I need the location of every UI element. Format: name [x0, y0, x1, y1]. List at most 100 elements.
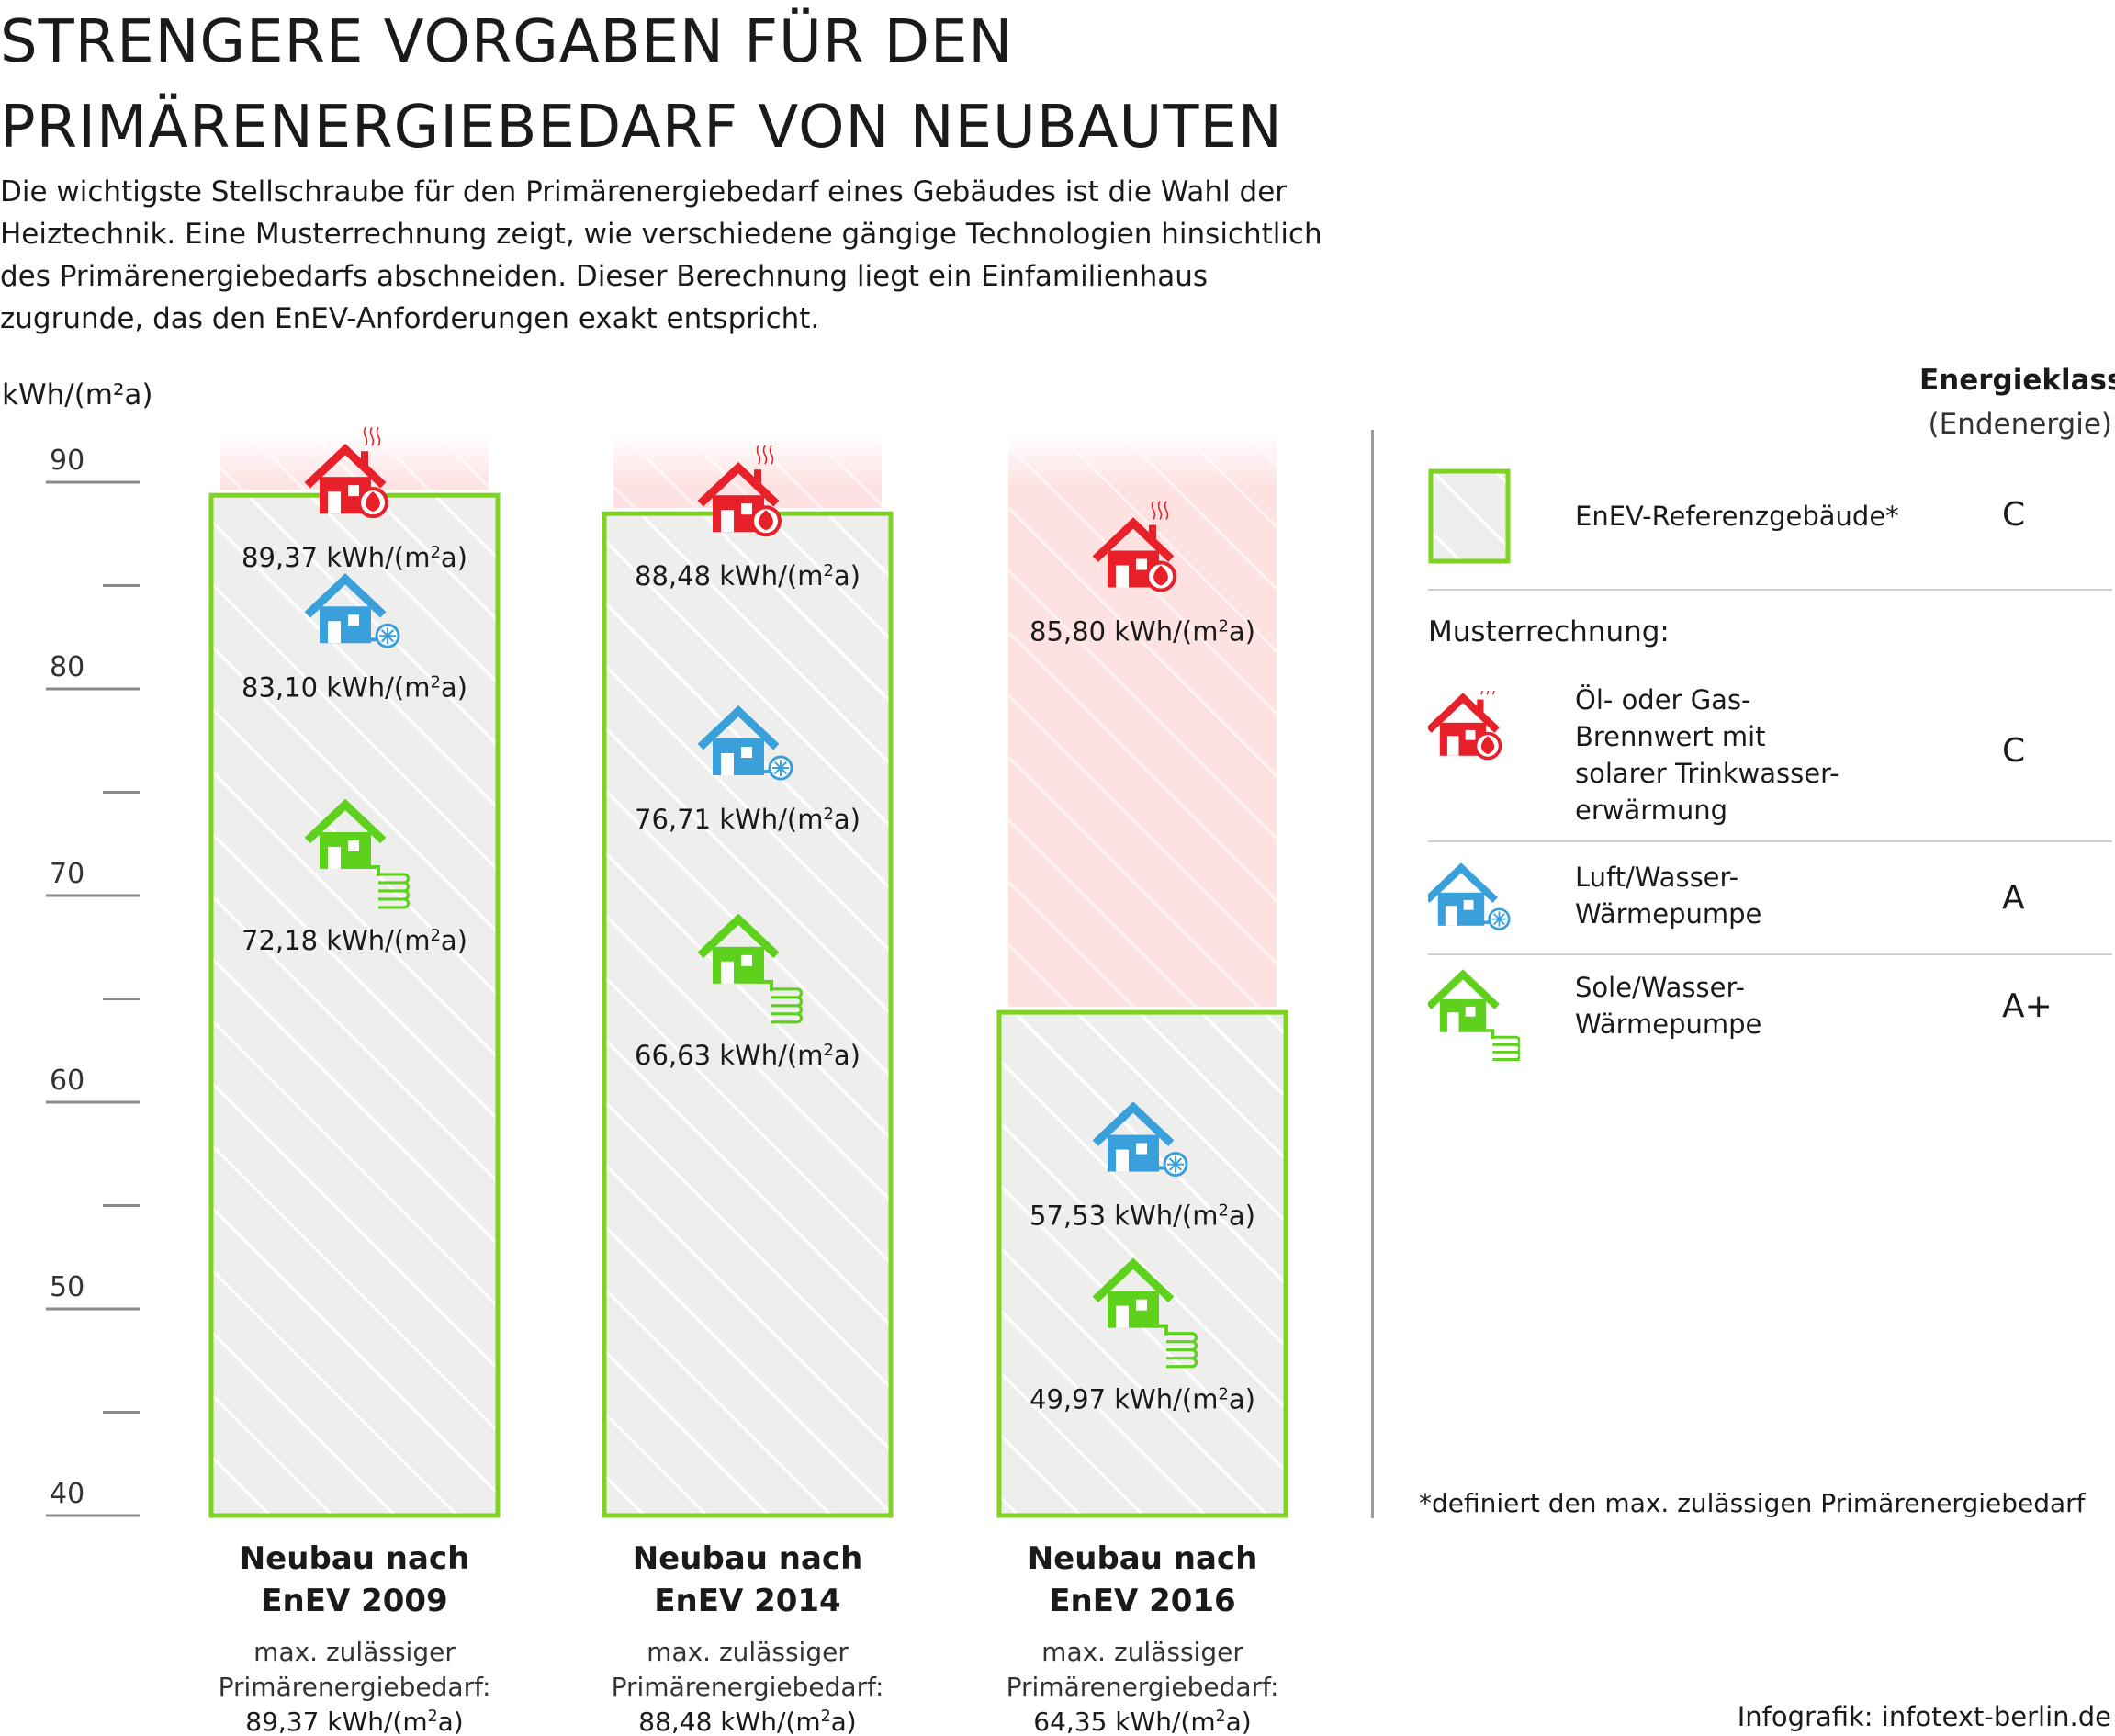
chimney — [1149, 524, 1156, 544]
smoke-line — [376, 426, 381, 446]
max-label: Primärenergiebedarf: — [612, 1672, 884, 1702]
house-fan-icon — [1092, 1101, 1188, 1178]
smoke-line — [1151, 501, 1156, 520]
max-label: Primärenergiebedarf: — [1007, 1672, 1279, 1702]
window — [741, 747, 752, 759]
legend-label-brine-water: Sole/Wasser- Wärmepumpe — [1575, 972, 1762, 1040]
house-coil-icon — [1428, 969, 1520, 1061]
ground-coil — [771, 987, 804, 1024]
value-label: 88,48 kWh/(m2a) — [635, 560, 861, 592]
roof — [304, 443, 387, 489]
roof — [1428, 693, 1500, 733]
flame — [366, 491, 380, 513]
house-coil-icon — [697, 913, 804, 1024]
house-fan-icon — [1428, 862, 1511, 930]
fan-blade — [773, 761, 788, 775]
house-flame-icon — [1428, 691, 1502, 761]
reference-box-icon — [1428, 468, 1511, 564]
value-label: 83,10 kWh/(m2a) — [242, 671, 467, 703]
fan-blade — [1493, 913, 1505, 925]
max-label: max. zulässiger — [1041, 1637, 1243, 1667]
y-tick-label: 40 — [50, 1478, 84, 1510]
legend-item-oil-gas: Öl- oder Gas- Brennwert mit solarer Trin… — [1428, 682, 2112, 829]
window — [1136, 1299, 1147, 1311]
ground-coil — [1166, 1332, 1198, 1369]
house-flame-icon — [697, 445, 782, 537]
house-body — [1439, 998, 1487, 1032]
bar-group: 85,80 kWh/(m2a) 57,53 kWh/(m2a) 49,97 kWh/… — [996, 432, 1288, 1736]
house-body — [320, 606, 371, 644]
house-flame-icon — [304, 426, 388, 519]
window — [1463, 899, 1474, 910]
value-label: 89,37 kWh/(m2a) — [242, 542, 467, 573]
house-body — [320, 831, 371, 869]
bar-group: 89,37 kWh/(m2a) 83,10 kWh/(m2a) 72,18 kWh/… — [208, 426, 501, 1736]
chimney — [1477, 699, 1484, 716]
legend-class-air-water: A — [2002, 879, 2025, 917]
door — [721, 753, 734, 776]
legend-separator — [1428, 589, 2112, 591]
ground-coil — [378, 873, 411, 909]
smoke-line — [769, 445, 774, 465]
bar-group: 88,48 kWh/(m2a) 76,71 kWh/(m2a) 66,63 kWh/… — [602, 432, 894, 1736]
legend-label-air-water: Luft/Wasser- Wärmepumpe — [1575, 862, 1762, 930]
door — [1116, 565, 1129, 588]
legend-item-air-water: Luft/Wasser- Wärmepumpe A — [1428, 859, 2112, 941]
legend-separator — [1428, 840, 2112, 842]
y-tick-label: 70 — [50, 858, 84, 890]
smoke-line — [762, 445, 768, 465]
legend-item-brine-water: Sole/Wasser- Wärmepumpe A+ — [1428, 969, 2112, 1061]
y-tick-label: 60 — [50, 1065, 84, 1097]
over-limit-fade — [1008, 432, 1277, 487]
y-axis: 40 50 60 70 80 90 — [46, 445, 140, 1517]
smoke-line — [1164, 501, 1169, 520]
window — [1465, 729, 1476, 740]
house-fan-icon — [697, 705, 793, 781]
flame — [1153, 565, 1168, 586]
house-body — [1437, 892, 1485, 926]
house-coil-icon — [1092, 1257, 1198, 1369]
value-label: 49,97 kWh/(m2a) — [1029, 1384, 1255, 1415]
window — [741, 503, 752, 515]
category-label: EnEV 2014 — [654, 1583, 840, 1619]
pipe — [1480, 1029, 1495, 1039]
legend-separator — [1428, 953, 2112, 955]
smoke-line — [369, 426, 375, 446]
max-label: max. zulässiger — [647, 1637, 849, 1667]
window — [348, 614, 359, 626]
y-axis-unit-label: kWh/(m²a) — [2, 378, 153, 411]
reference-box — [602, 511, 894, 1518]
reference-box — [996, 1009, 1288, 1518]
page-title: Strengere Vorgaben für den Primärenergie… — [0, 8, 1283, 162]
value-label: 76,71 kWh/(m2a) — [635, 804, 861, 835]
door — [721, 510, 734, 533]
category-label: Neubau nach — [1028, 1540, 1258, 1577]
flame — [759, 510, 773, 531]
legend-class-oil-gas: C — [2002, 732, 2026, 770]
door — [328, 621, 341, 644]
window — [1465, 1006, 1476, 1017]
house-body — [1108, 1134, 1159, 1172]
max-value-label: 88,48 kWh/(m2a) — [638, 1707, 856, 1736]
category-label: EnEV 2016 — [1049, 1583, 1235, 1619]
house-flame-icon — [1428, 691, 1502, 761]
smoke-line — [1480, 691, 1483, 695]
category-label: Neubau nach — [240, 1540, 470, 1577]
value-label: 57,53 kWh/(m2a) — [1029, 1201, 1255, 1232]
roof — [1092, 1101, 1175, 1146]
house-flame-icon — [1092, 501, 1176, 592]
house-body — [713, 738, 764, 776]
legend-divider — [1371, 430, 1374, 1518]
category-label: Neubau nach — [633, 1540, 863, 1577]
value-label: 85,80 kWh/(m2a) — [1029, 616, 1255, 648]
max-label: max. zulässiger — [253, 1637, 456, 1667]
chimney — [754, 469, 761, 489]
house-body — [1108, 1291, 1159, 1328]
roof — [1092, 517, 1175, 562]
ground-coil — [1492, 1035, 1520, 1061]
over-limit-zone — [1008, 432, 1277, 1008]
legend-label-reference: EnEV-Referenzgebäude* — [1575, 501, 1899, 532]
bars: 89,37 kWh/(m2a) 83,10 kWh/(m2a) 72,18 kWh/… — [208, 426, 1288, 1736]
window — [348, 840, 359, 851]
y-tick-label: 80 — [50, 651, 84, 683]
